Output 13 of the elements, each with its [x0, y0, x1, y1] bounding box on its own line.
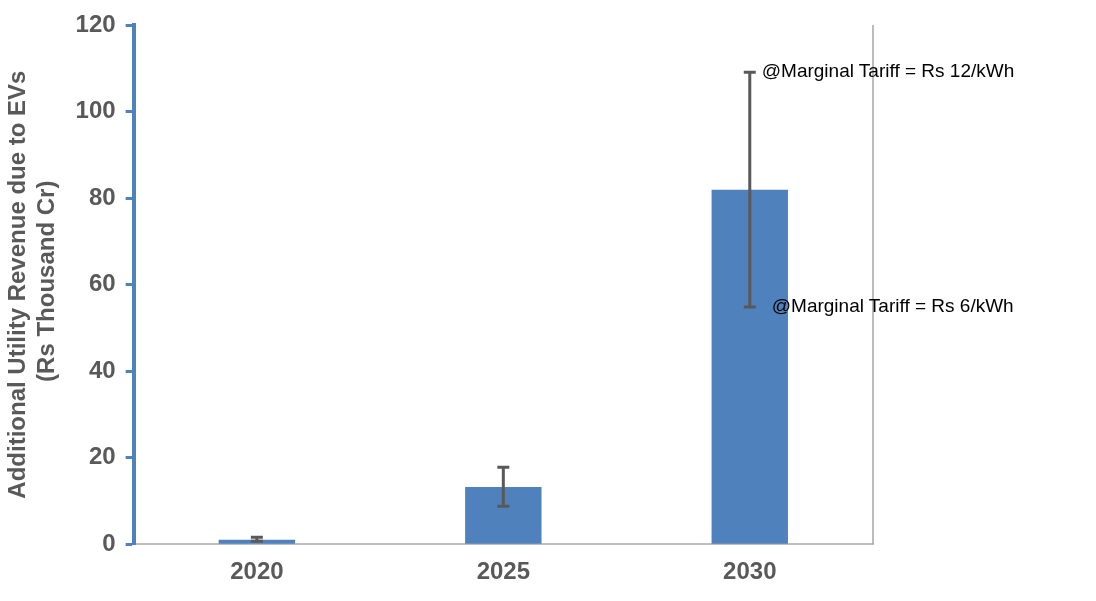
- y-tick-label: 0: [102, 528, 116, 556]
- y-tick-label: 40: [88, 355, 116, 383]
- bar: [465, 487, 542, 544]
- y-tick-label: 20: [88, 442, 116, 470]
- annotation: @Marginal Tariff = Rs 12/kWh: [761, 60, 1015, 82]
- y-axis-title: Additional Utility Revenue due to EVs (Rs Thousand Cr): [3, 70, 59, 499]
- y-tick-label: 80: [88, 182, 116, 210]
- y-tick-label: 60: [88, 269, 116, 297]
- x-tick-label: 2025: [476, 557, 531, 585]
- y-tick-label: 120: [75, 9, 116, 37]
- y-tick-label: 100: [75, 96, 116, 124]
- x-tick-label: 2020: [230, 557, 284, 585]
- x-tick-label: 2030: [723, 557, 777, 585]
